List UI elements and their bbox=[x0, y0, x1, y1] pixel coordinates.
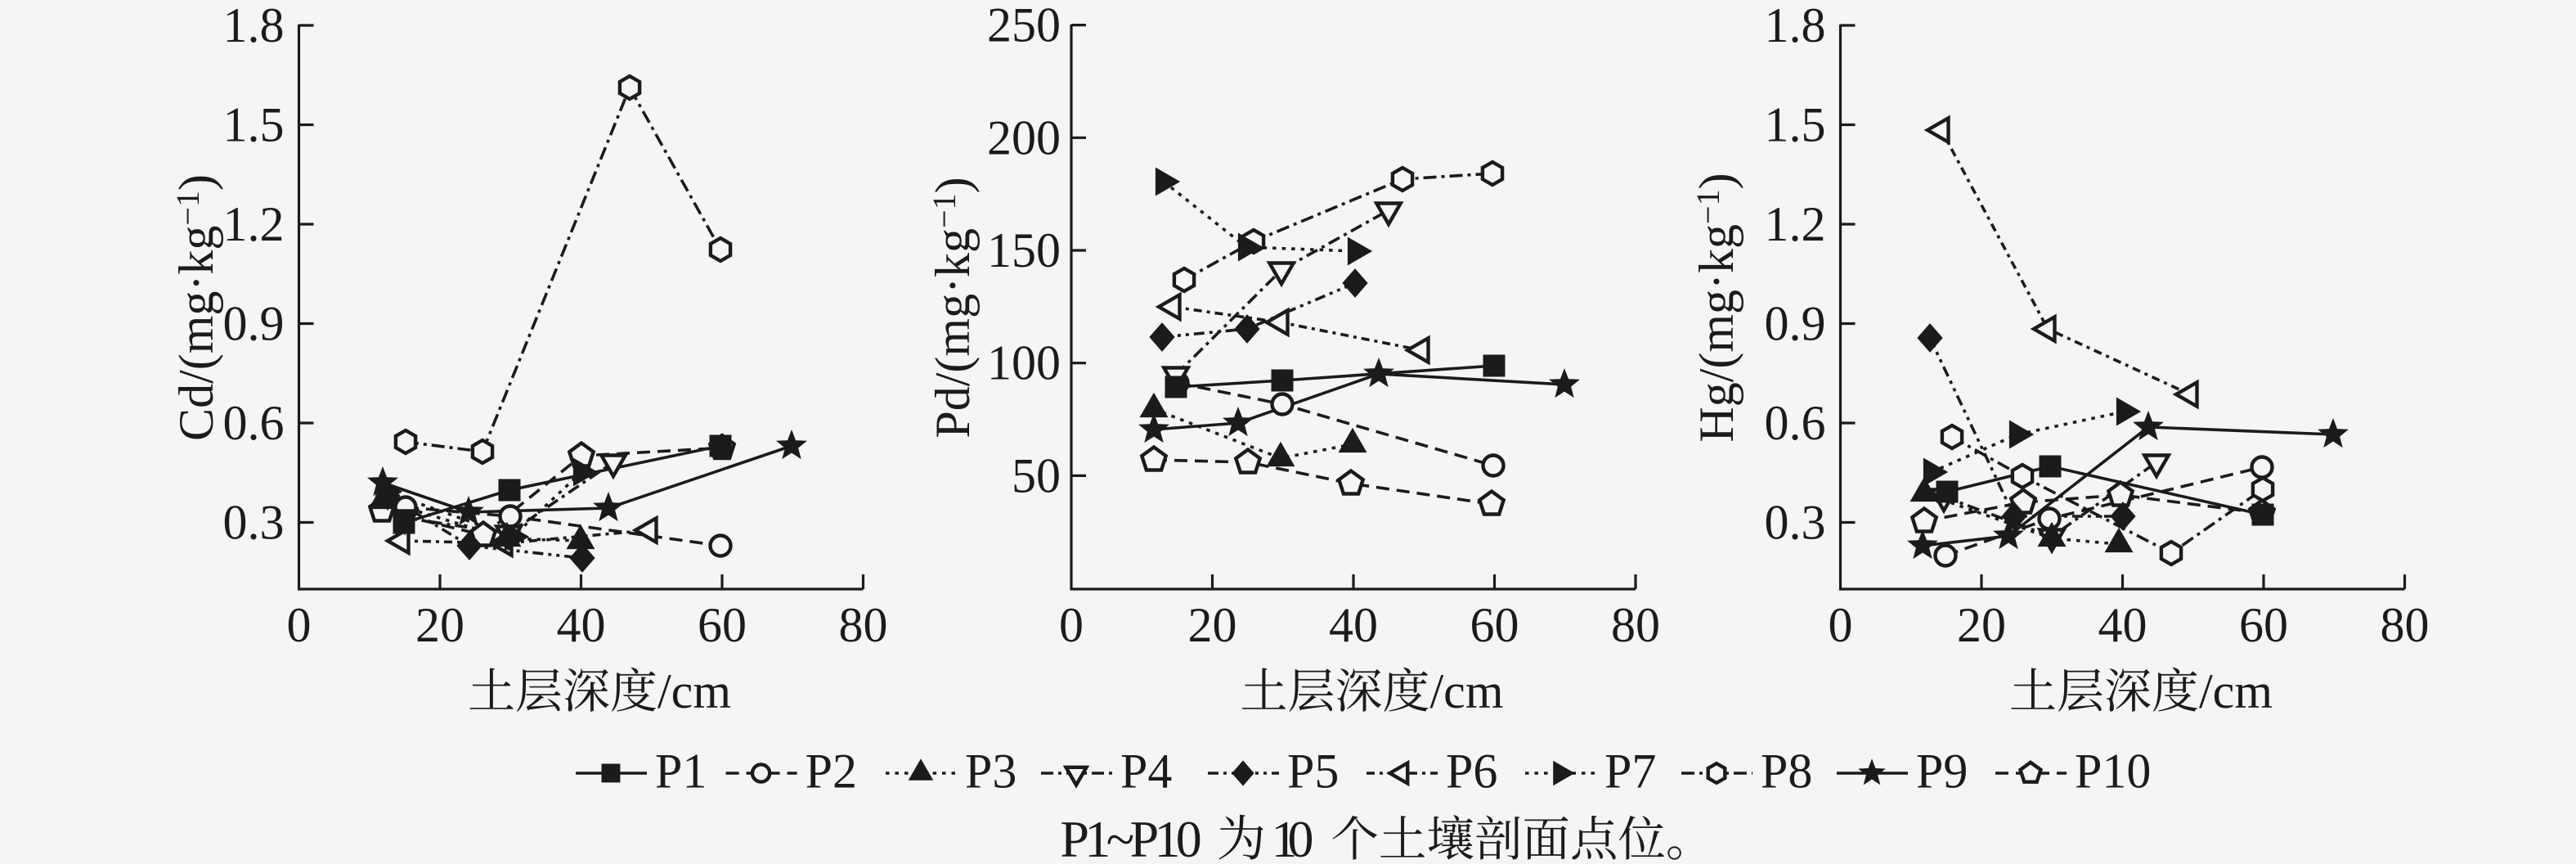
svg-text:/cm: /cm bbox=[2199, 664, 2273, 718]
svg-text:250: 250 bbox=[987, 0, 1061, 52]
svg-text:P3: P3 bbox=[965, 745, 1016, 799]
svg-text:20: 20 bbox=[1957, 598, 2006, 652]
svg-text:60: 60 bbox=[698, 598, 747, 652]
svg-text:0.6: 0.6 bbox=[1765, 396, 1826, 450]
svg-text:0: 0 bbox=[1059, 598, 1084, 652]
svg-text:1.8: 1.8 bbox=[223, 0, 285, 52]
svg-text:80: 80 bbox=[2381, 598, 2430, 652]
svg-text:20: 20 bbox=[415, 598, 464, 652]
svg-text:P1~P10: P1~P10 bbox=[1060, 810, 1201, 864]
svg-text:0: 0 bbox=[287, 598, 312, 652]
svg-text:0.3: 0.3 bbox=[1765, 496, 1826, 550]
svg-text:40: 40 bbox=[1329, 598, 1378, 652]
svg-text:60: 60 bbox=[2239, 598, 2288, 652]
svg-text:1.2: 1.2 bbox=[223, 197, 285, 251]
svg-text:0.9: 0.9 bbox=[1765, 297, 1826, 351]
svg-text:P5: P5 bbox=[1287, 745, 1339, 799]
svg-text:150: 150 bbox=[987, 223, 1061, 277]
svg-text:80: 80 bbox=[839, 598, 888, 652]
svg-text:P1: P1 bbox=[655, 745, 707, 799]
svg-text:40: 40 bbox=[2098, 598, 2147, 652]
svg-text:P9: P9 bbox=[1916, 745, 1968, 799]
svg-text:1.8: 1.8 bbox=[1765, 0, 1826, 52]
svg-text:40: 40 bbox=[557, 598, 606, 652]
svg-text:0.6: 0.6 bbox=[223, 396, 285, 450]
svg-text:1.2: 1.2 bbox=[1765, 197, 1826, 251]
svg-text:0: 0 bbox=[1829, 598, 1853, 652]
svg-text:P2: P2 bbox=[806, 745, 857, 799]
svg-text:P6: P6 bbox=[1446, 745, 1497, 799]
svg-text:P10: P10 bbox=[2075, 745, 2151, 799]
svg-text:P8: P8 bbox=[1761, 745, 1812, 799]
svg-text:1.5: 1.5 bbox=[1765, 98, 1826, 152]
svg-text:0.3: 0.3 bbox=[223, 496, 285, 550]
svg-text:P4: P4 bbox=[1120, 745, 1172, 799]
svg-text:200: 200 bbox=[987, 110, 1061, 164]
svg-text:100: 100 bbox=[987, 336, 1061, 390]
svg-text:50: 50 bbox=[1012, 448, 1061, 502]
svg-text:1.5: 1.5 bbox=[223, 98, 285, 152]
svg-text:10: 10 bbox=[1272, 810, 1314, 864]
svg-text:/cm: /cm bbox=[1430, 664, 1504, 718]
svg-text:80: 80 bbox=[1611, 598, 1660, 652]
svg-text:/cm: /cm bbox=[657, 664, 731, 718]
svg-text:P7: P7 bbox=[1604, 745, 1656, 799]
svg-text:60: 60 bbox=[1470, 598, 1519, 652]
svg-text:20: 20 bbox=[1188, 598, 1237, 652]
svg-text:0.9: 0.9 bbox=[223, 297, 285, 351]
